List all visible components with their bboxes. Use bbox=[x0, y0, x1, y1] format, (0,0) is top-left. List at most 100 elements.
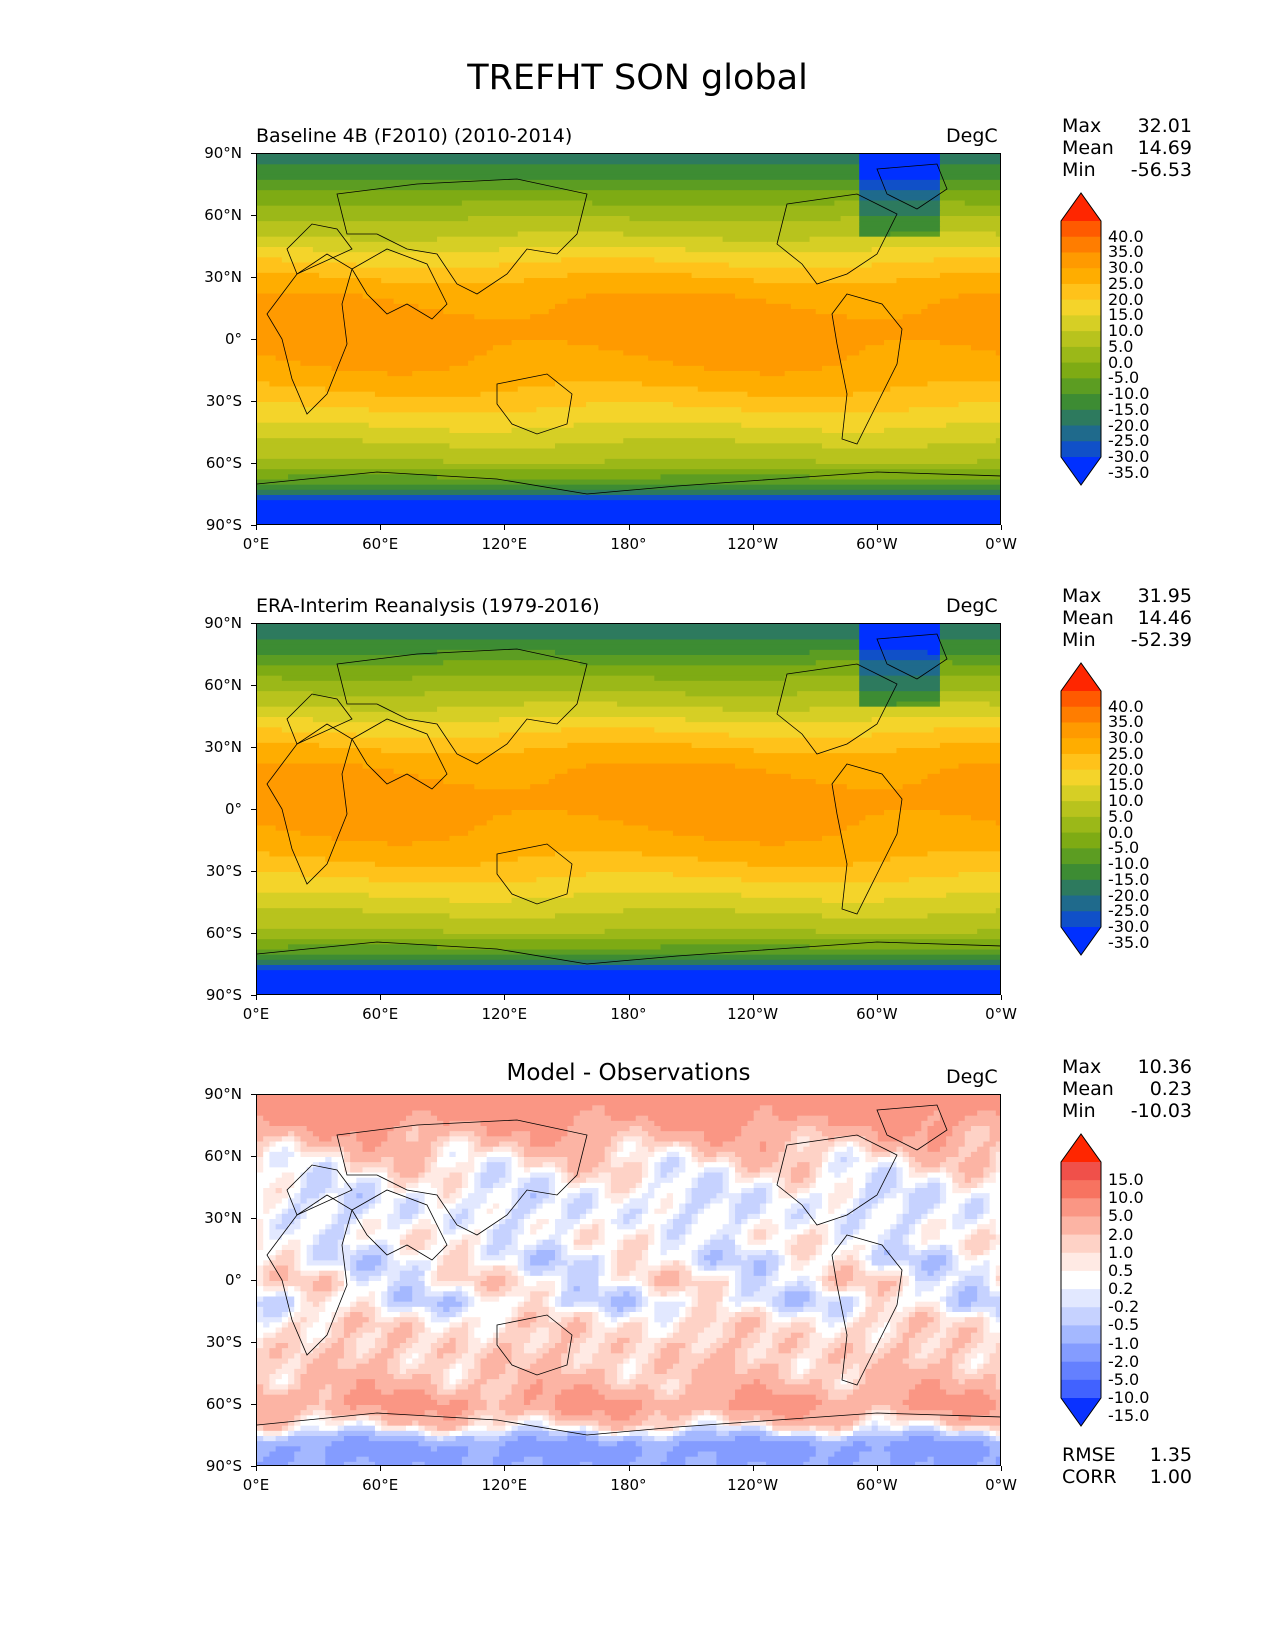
field-cell bbox=[939, 221, 1000, 227]
field-cell bbox=[275, 1436, 289, 1442]
field-cell bbox=[908, 1348, 922, 1354]
field-cell bbox=[995, 1167, 1000, 1173]
field-cell bbox=[859, 1301, 866, 1308]
field-cell bbox=[933, 1436, 991, 1442]
field-cell bbox=[704, 1265, 717, 1272]
field-cell bbox=[939, 1425, 947, 1432]
field-cell bbox=[269, 381, 556, 387]
field-cell bbox=[461, 200, 593, 207]
field-cell bbox=[747, 1120, 829, 1127]
field-cell bbox=[735, 1136, 792, 1142]
field-cell bbox=[679, 1327, 705, 1334]
field-cell bbox=[809, 1255, 817, 1261]
field-cell bbox=[555, 649, 811, 656]
field-cell bbox=[915, 1332, 935, 1339]
field-cell bbox=[536, 1312, 550, 1318]
field-cell bbox=[604, 1394, 655, 1401]
field-cell bbox=[275, 1343, 289, 1349]
field-cell bbox=[859, 195, 941, 201]
stat-row-mean: Mean 14.69 bbox=[1062, 137, 1192, 159]
field-cell bbox=[617, 1317, 630, 1323]
y-tick-label: 90°S bbox=[205, 986, 242, 1004]
colorbar-label: -0.2 bbox=[1108, 1297, 1140, 1317]
field-cell bbox=[257, 841, 388, 847]
field-cell bbox=[294, 1374, 301, 1380]
field-cell bbox=[958, 872, 1000, 878]
field-cell bbox=[368, 1317, 376, 1323]
field-cell bbox=[902, 1182, 916, 1189]
field-cell bbox=[952, 1224, 966, 1230]
field-cell bbox=[902, 1208, 910, 1215]
field-cell bbox=[865, 1332, 873, 1339]
field-cell bbox=[735, 1358, 748, 1365]
field-cell bbox=[257, 448, 1000, 455]
field-cell bbox=[275, 1291, 289, 1297]
field-cell bbox=[257, 174, 860, 181]
x-tick-label: 180° bbox=[610, 1005, 647, 1023]
field-cell bbox=[555, 913, 823, 919]
field-cell bbox=[902, 1332, 916, 1339]
field-cell bbox=[623, 1368, 637, 1375]
field-cell bbox=[343, 1337, 357, 1344]
field-cell bbox=[939, 226, 1000, 232]
field-cell bbox=[505, 1363, 531, 1370]
field-cell bbox=[741, 1425, 761, 1432]
colorbar-label: 5.0 bbox=[1108, 336, 1134, 356]
colorbar-label: -10.0 bbox=[1108, 1388, 1150, 1407]
map-plot-area bbox=[256, 1094, 1001, 1466]
field-cell bbox=[480, 1322, 506, 1328]
field-cell bbox=[393, 1327, 413, 1334]
coastline bbox=[286, 1164, 353, 1216]
field-cell bbox=[821, 913, 928, 919]
field-cell bbox=[468, 1177, 475, 1184]
field-cell bbox=[983, 1281, 991, 1287]
field-cell bbox=[257, 1239, 264, 1246]
field-cell bbox=[381, 1420, 388, 1427]
field-cell bbox=[356, 1265, 376, 1272]
field-cell bbox=[946, 1348, 960, 1354]
field-cell bbox=[623, 1213, 637, 1220]
field-cell bbox=[952, 1126, 972, 1132]
field-cell bbox=[840, 1296, 854, 1303]
field-cell bbox=[933, 1420, 941, 1427]
field-cell bbox=[859, 1219, 866, 1225]
field-cell bbox=[735, 908, 997, 914]
field-cell bbox=[399, 1172, 419, 1179]
field-cell bbox=[853, 1389, 910, 1396]
field-cell bbox=[461, 1306, 469, 1313]
field-cell bbox=[666, 1208, 680, 1215]
field-cell bbox=[257, 686, 860, 692]
field-cell bbox=[834, 1136, 866, 1142]
field-cell bbox=[368, 1415, 382, 1421]
field-cell bbox=[834, 1239, 848, 1246]
field-cell bbox=[859, 624, 941, 630]
field-cell bbox=[523, 1399, 531, 1406]
field-cell bbox=[952, 1306, 972, 1313]
field-cell bbox=[604, 458, 817, 465]
field-cell bbox=[716, 1306, 730, 1313]
field-cell bbox=[567, 742, 693, 749]
field-cell bbox=[753, 1306, 761, 1313]
field-cell bbox=[753, 1327, 767, 1334]
field-cell bbox=[300, 1141, 308, 1148]
field-cell bbox=[517, 1312, 525, 1318]
field-cell bbox=[257, 247, 314, 253]
field-cell bbox=[766, 1250, 773, 1256]
field-cell bbox=[505, 1317, 513, 1323]
field-cell bbox=[505, 1275, 519, 1282]
colorbar-band bbox=[1061, 816, 1101, 834]
field-cell bbox=[356, 1229, 376, 1235]
field-cell bbox=[517, 1162, 525, 1168]
field-cell bbox=[294, 1193, 301, 1199]
field-cell bbox=[281, 1188, 289, 1194]
field-cell bbox=[939, 159, 1000, 165]
field-cell bbox=[443, 1203, 457, 1210]
field-cell bbox=[939, 1244, 947, 1251]
field-cell bbox=[374, 1146, 432, 1153]
field-cell bbox=[790, 1177, 804, 1184]
field-cell bbox=[635, 1358, 649, 1365]
field-cell bbox=[474, 1291, 481, 1297]
field-cell bbox=[480, 1281, 506, 1287]
field-cell bbox=[890, 1322, 897, 1328]
field-cell bbox=[294, 1260, 301, 1266]
